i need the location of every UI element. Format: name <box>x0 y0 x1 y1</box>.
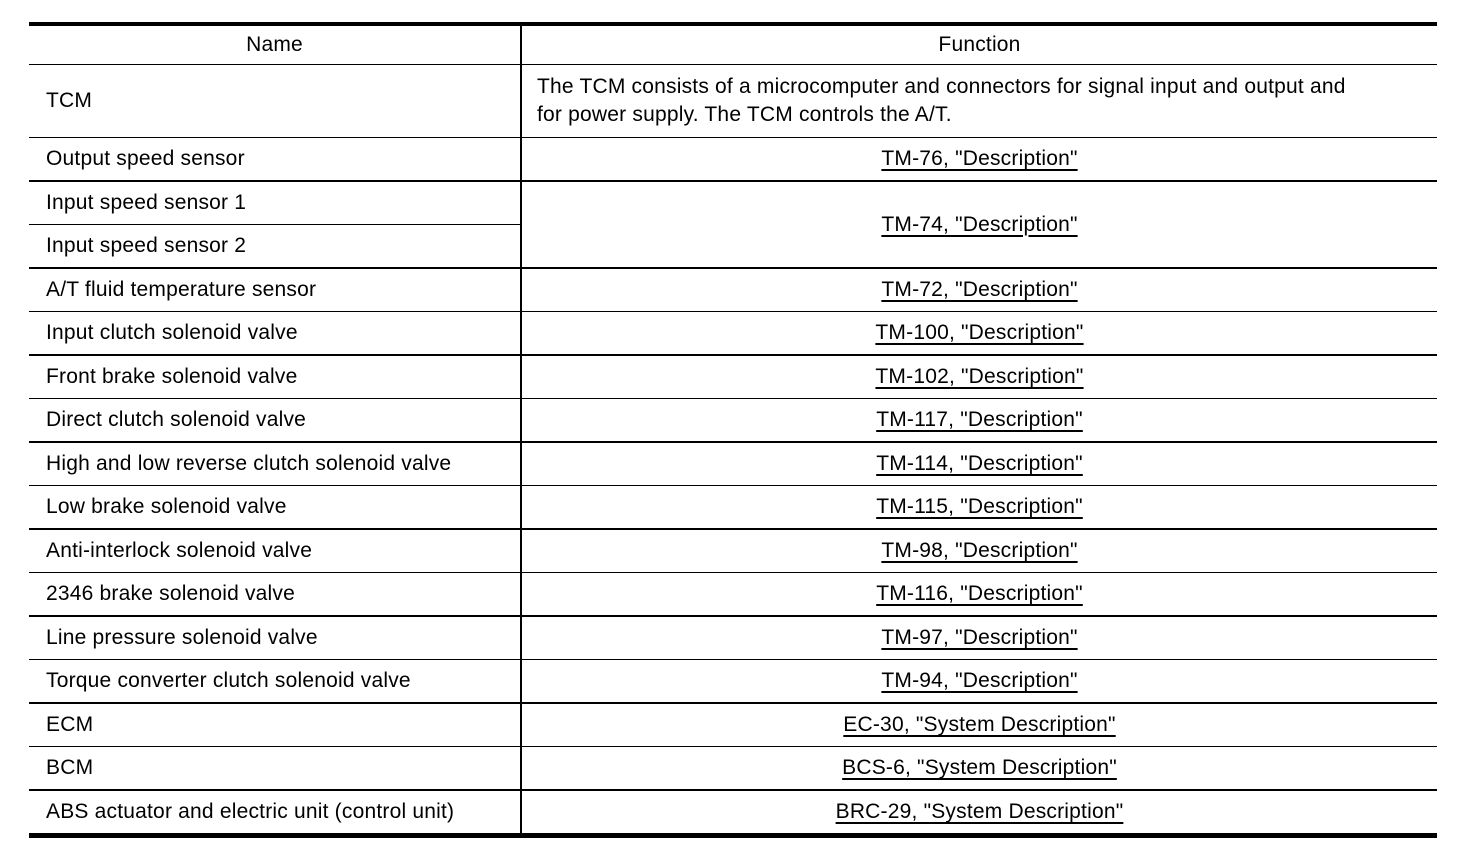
function-description: The TCM consists of a microcomputer and … <box>521 64 1437 138</box>
description-line: The TCM consists of a microcomputer and … <box>537 75 1346 98</box>
function-cell: TM-102, "Description" <box>521 355 1437 399</box>
component-name: Front brake solenoid valve <box>29 355 522 399</box>
table-row-output-speed-sensor: Output speed sensor TM-76, "Description" <box>29 137 1437 182</box>
table-row-anti-interlock-solenoid-valve: Anti-interlock solenoid valve TM-98, "De… <box>29 529 1437 573</box>
function-cell: TM-115, "Description" <box>521 485 1437 530</box>
reference-link[interactable]: TM-72, "Description" <box>881 278 1078 301</box>
name-column-header: Name <box>29 24 522 65</box>
reference-link[interactable]: TM-100, "Description" <box>875 321 1084 344</box>
table-row-input-speed-sensor-1: Input speed sensor 1 TM-74, "Description… <box>29 181 1437 269</box>
component-name: Output speed sensor <box>29 137 522 182</box>
table-row-at-fluid-temperature-sensor: A/T fluid temperature sensor TM-72, "Des… <box>29 268 1437 312</box>
table-row-abs-actuator: ABS actuator and electric unit (control … <box>29 790 1437 836</box>
function-cell: TM-114, "Description" <box>521 442 1437 486</box>
reference-link[interactable]: TM-116, "Description" <box>876 582 1083 605</box>
function-cell: TM-98, "Description" <box>521 529 1437 573</box>
table-row-ecm: ECM EC-30, "System Description" <box>29 703 1437 747</box>
component-name: ABS actuator and electric unit (control … <box>29 790 522 836</box>
table-row-torque-converter-clutch-solenoid-valve: Torque converter clutch solenoid valve T… <box>29 659 1437 704</box>
reference-link[interactable]: TM-98, "Description" <box>881 539 1078 562</box>
table-row-input-speed-sensor-2: Input speed sensor 2 <box>29 224 1437 269</box>
table-row-input-clutch-solenoid-valve: Input clutch solenoid valve TM-100, "Des… <box>29 311 1437 356</box>
function-cell: TM-116, "Description" <box>521 572 1437 617</box>
table-row-low-brake-solenoid-valve: Low brake solenoid valve TM-115, "Descri… <box>29 485 1437 530</box>
function-cell: TM-94, "Description" <box>521 659 1437 704</box>
component-name: BCM <box>29 746 522 791</box>
component-name: 2346 brake solenoid valve <box>29 572 522 617</box>
function-cell: TM-117, "Description" <box>521 398 1437 443</box>
table-row-high-and-low-reverse-clutch-solenoid-valve: High and low reverse clutch solenoid val… <box>29 442 1437 486</box>
table-row-2346-brake-solenoid-valve: 2346 brake solenoid valve TM-116, "Descr… <box>29 572 1437 617</box>
reference-link[interactable]: TM-117, "Description" <box>876 408 1083 431</box>
table-row-bcm: BCM BCS-6, "System Description" <box>29 746 1437 791</box>
table-row-line-pressure-solenoid-valve: Line pressure solenoid valve TM-97, "Des… <box>29 616 1437 660</box>
reference-link[interactable]: TM-102, "Description" <box>875 365 1084 388</box>
component-name: Input speed sensor 2 <box>29 224 522 269</box>
function-cell: TM-76, "Description" <box>521 137 1437 182</box>
function-cell-merged: TM-74, "Description" <box>521 181 1437 269</box>
reference-link[interactable]: TM-94, "Description" <box>881 669 1078 692</box>
component-name: A/T fluid temperature sensor <box>29 268 522 312</box>
reference-link[interactable]: TM-115, "Description" <box>876 495 1083 518</box>
reference-link[interactable]: TM-114, "Description" <box>876 452 1083 475</box>
component-name: Line pressure solenoid valve <box>29 616 522 660</box>
table-row-tcm: TCM The TCM consists of a microcomputer … <box>29 64 1437 138</box>
reference-link[interactable]: TM-76, "Description" <box>881 147 1078 170</box>
function-column-header: Function <box>521 24 1437 65</box>
function-cell: EC-30, "System Description" <box>521 703 1437 747</box>
component-name: Direct clutch solenoid valve <box>29 398 522 443</box>
function-cell: TM-97, "Description" <box>521 616 1437 660</box>
component-function-table: Name Function TCM The TCM consists of a … <box>29 22 1437 838</box>
function-cell: BCS-6, "System Description" <box>521 746 1437 791</box>
reference-link[interactable]: TM-97, "Description" <box>881 626 1078 649</box>
component-name: Input clutch solenoid valve <box>29 311 522 356</box>
description-line: for power supply. The TCM controls the A… <box>537 103 952 126</box>
component-name: Torque converter clutch solenoid valve <box>29 659 522 704</box>
component-name: High and low reverse clutch solenoid val… <box>29 442 522 486</box>
function-cell: BRC-29, "System Description" <box>521 790 1437 836</box>
reference-link[interactable]: BCS-6, "System Description" <box>842 756 1117 779</box>
component-name: Low brake solenoid valve <box>29 485 522 530</box>
component-name: ECM <box>29 703 522 747</box>
table-row-front-brake-solenoid-valve: Front brake solenoid valve TM-102, "Desc… <box>29 355 1437 399</box>
table-row-direct-clutch-solenoid-valve: Direct clutch solenoid valve TM-117, "De… <box>29 398 1437 443</box>
table-header-row: Name Function <box>29 24 1437 65</box>
reference-link[interactable]: BRC-29, "System Description" <box>835 800 1124 823</box>
function-cell: TM-72, "Description" <box>521 268 1437 312</box>
reference-link[interactable]: EC-30, "System Description" <box>843 713 1116 736</box>
function-cell: TM-100, "Description" <box>521 311 1437 356</box>
reference-link[interactable]: TM-74, "Description" <box>881 212 1078 236</box>
component-name: Input speed sensor 1 <box>29 181 522 225</box>
component-name: TCM <box>29 64 522 138</box>
component-name: Anti-interlock solenoid valve <box>29 529 522 573</box>
